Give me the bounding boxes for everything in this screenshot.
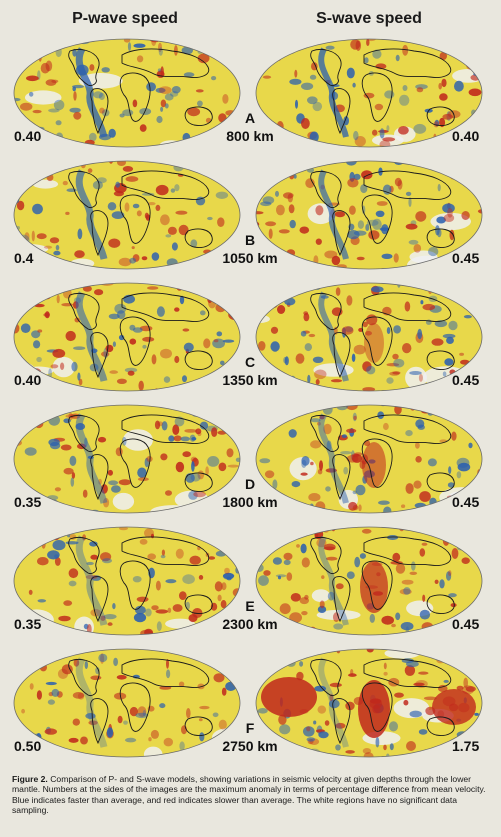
row-letter: F xyxy=(245,720,255,736)
depth-label: 2750 km xyxy=(222,738,278,754)
row-letter: C xyxy=(244,354,256,370)
p-map-1 xyxy=(13,160,241,270)
caption-label: Figure 2. xyxy=(12,774,48,784)
p-map-3 xyxy=(13,404,241,514)
figure-row-d: 0.35 D 1800 km 0.45 xyxy=(0,403,501,515)
s-wave-map xyxy=(254,159,484,271)
s-wave-max-anomaly: 0.45 xyxy=(452,494,480,510)
p-wave-map xyxy=(12,647,242,759)
depth-label: 1350 km xyxy=(222,372,278,388)
s-map-3 xyxy=(255,404,483,514)
p-wave-map xyxy=(12,403,242,515)
p-wave-max-anomaly: 0.35 xyxy=(14,494,42,510)
s-wave-map xyxy=(254,525,484,637)
depth-label: 1050 km xyxy=(222,250,278,266)
p-wave-map xyxy=(12,281,242,393)
s-map-0 xyxy=(255,38,483,148)
row-letter: B xyxy=(244,232,256,248)
depth-label: 1800 km xyxy=(222,494,278,510)
row-letter: D xyxy=(244,476,256,492)
figure-row-a: 0.40 A 800 km 0.40 xyxy=(0,37,501,149)
depth-label: 2300 km xyxy=(222,616,278,632)
p-map-2 xyxy=(13,282,241,392)
s-wave-map xyxy=(254,281,484,393)
row-letter: E xyxy=(245,598,255,614)
figure-caption: Figure 2. Comparison of P- and S-wave mo… xyxy=(12,774,490,816)
p-wave-map xyxy=(12,159,242,271)
p-map-0 xyxy=(13,38,241,148)
p-wave-max-anomaly: 0.50 xyxy=(14,738,42,754)
p-wave-max-anomaly: 0.40 xyxy=(14,128,42,144)
p-wave-max-anomaly: 0.4 xyxy=(14,250,34,266)
s-wave-map xyxy=(254,403,484,515)
s-wave-map xyxy=(254,647,484,759)
p-map-4 xyxy=(13,526,241,636)
s-wave-header: S-wave speed xyxy=(316,10,422,27)
row-letter: A xyxy=(244,110,256,126)
p-wave-map xyxy=(12,525,242,637)
s-wave-max-anomaly: 0.40 xyxy=(452,128,480,144)
p-wave-max-anomaly: 0.40 xyxy=(14,372,42,388)
p-wave-header: P-wave speed xyxy=(72,10,178,27)
figure-row-e: 0.35 E 2300 km 0.45 xyxy=(0,525,501,637)
figure-row-c: 0.40 C 1350 km 0.45 xyxy=(0,281,501,393)
s-map-4 xyxy=(255,526,483,636)
s-map-5 xyxy=(255,648,483,758)
s-map-2 xyxy=(255,282,483,392)
s-wave-max-anomaly: 0.45 xyxy=(452,372,480,388)
figure-row-b: 0.4 B 1050 km 0.45 xyxy=(0,159,501,271)
p-map-5 xyxy=(13,648,241,758)
p-wave-map xyxy=(12,37,242,149)
s-wave-max-anomaly: 0.45 xyxy=(452,616,480,632)
figure-row-f: 0.50 F 2750 km 1.75 xyxy=(0,647,501,759)
caption-text: Comparison of P- and S-wave models, show… xyxy=(12,774,486,816)
depth-label: 800 km xyxy=(226,128,274,144)
s-wave-map xyxy=(254,37,484,149)
s-wave-max-anomaly: 1.75 xyxy=(452,738,480,754)
p-wave-max-anomaly: 0.35 xyxy=(14,616,42,632)
s-wave-max-anomaly: 0.45 xyxy=(452,250,480,266)
s-map-1 xyxy=(255,160,483,270)
